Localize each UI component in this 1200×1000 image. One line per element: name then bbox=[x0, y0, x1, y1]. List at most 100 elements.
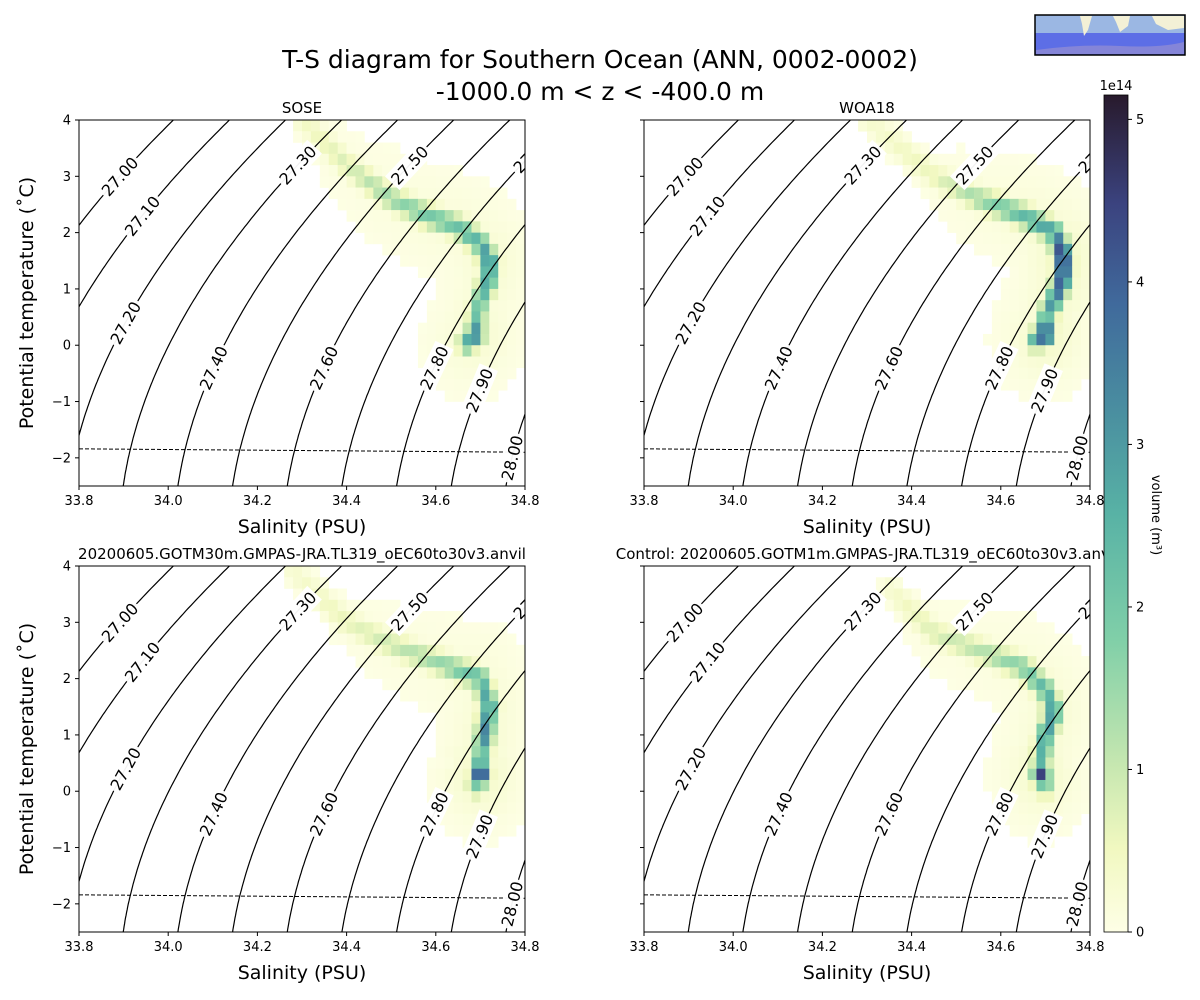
heatmap-cell bbox=[400, 667, 410, 679]
heatmap-cell bbox=[1027, 210, 1037, 222]
heatmap-cell bbox=[1000, 153, 1011, 166]
heatmap-cell bbox=[1063, 644, 1073, 657]
heatmap-cell bbox=[1054, 656, 1064, 668]
heatmap-cell bbox=[355, 142, 365, 155]
heatmap-cell bbox=[417, 221, 428, 233]
heatmap-cell bbox=[480, 644, 490, 657]
heatmap-cell bbox=[1063, 825, 1073, 837]
heatmap-cell bbox=[382, 165, 392, 177]
heatmap-cell bbox=[893, 153, 903, 166]
heatmap-cell bbox=[1081, 333, 1090, 346]
heatmap-cell bbox=[1018, 701, 1028, 713]
heatmap-cell bbox=[1009, 198, 1019, 211]
heatmap-cell bbox=[444, 633, 454, 646]
heatmap-cell bbox=[1045, 689, 1055, 702]
heatmap-cell bbox=[1009, 367, 1019, 380]
heatmap-cell bbox=[902, 599, 912, 612]
heatmap-cell bbox=[1027, 379, 1037, 391]
heatmap-cell bbox=[471, 734, 481, 747]
heatmap-cell bbox=[507, 667, 517, 679]
isopycnal-contour bbox=[395, 223, 525, 486]
heatmap-cell bbox=[1018, 266, 1028, 278]
heatmap-cell bbox=[1045, 221, 1055, 233]
heatmap-cell bbox=[498, 712, 508, 724]
heatmap-cell bbox=[1054, 243, 1064, 256]
colorbar-tick-label: 4 bbox=[1136, 275, 1144, 290]
heatmap-cell bbox=[382, 176, 392, 188]
heatmap-cell bbox=[938, 633, 948, 646]
heatmap-cell bbox=[1081, 656, 1090, 668]
heatmap-cell bbox=[902, 588, 912, 601]
heatmap-cell bbox=[462, 791, 472, 803]
heatmap-cell bbox=[516, 768, 525, 781]
heatmap-cell bbox=[1063, 689, 1073, 702]
heatmap-cell bbox=[1027, 277, 1037, 290]
heatmap-cell bbox=[498, 221, 508, 233]
heatmap-cell bbox=[453, 176, 463, 188]
heatmap-cell bbox=[1036, 746, 1046, 758]
heatmap-cell bbox=[920, 187, 930, 200]
heatmap-cell bbox=[507, 757, 517, 770]
heatmap-cell bbox=[400, 232, 410, 245]
heatmap-cell bbox=[498, 791, 508, 803]
heatmap-cell bbox=[1000, 176, 1011, 188]
x-tick-label: 34.6 bbox=[421, 940, 450, 955]
heatmap-cell bbox=[435, 644, 446, 657]
heatmap-cell bbox=[956, 599, 966, 612]
contour-label-text: 27.00 bbox=[98, 153, 143, 200]
heatmap-cell bbox=[1009, 210, 1019, 222]
heatmap-cell bbox=[462, 622, 472, 634]
heatmap-cell bbox=[435, 678, 446, 691]
heatmap-cell bbox=[355, 611, 365, 623]
heatmap-cell bbox=[1081, 300, 1090, 312]
heatmap-cell bbox=[382, 667, 392, 679]
heatmap-cell bbox=[1018, 176, 1028, 188]
heatmap-cell bbox=[453, 791, 463, 803]
heatmap-cell bbox=[1081, 288, 1090, 301]
heatmap-cell bbox=[489, 712, 499, 724]
heatmap-cell bbox=[480, 322, 490, 335]
heatmap-cell bbox=[920, 599, 930, 612]
heatmap-cell bbox=[1009, 757, 1019, 770]
heatmap-cell bbox=[453, 611, 463, 623]
heatmap-cell bbox=[1027, 633, 1037, 646]
contour-label-text: 28.00 bbox=[498, 433, 528, 482]
heatmap-cell bbox=[911, 142, 921, 155]
heatmap-cell bbox=[507, 345, 517, 357]
contour-label-text: 27.10 bbox=[686, 192, 730, 240]
contour-label: 27.00 bbox=[660, 150, 709, 202]
heatmap-cell bbox=[991, 734, 1002, 747]
heatmap-cell bbox=[1045, 712, 1055, 724]
heatmap-cell bbox=[911, 611, 921, 623]
heatmap-cell bbox=[1063, 723, 1073, 736]
heatmap-cell bbox=[409, 232, 419, 245]
heatmap-cell bbox=[1036, 300, 1046, 312]
heatmap-cell bbox=[355, 165, 365, 177]
heatmap-cell bbox=[489, 701, 499, 713]
heatmap-cell bbox=[382, 198, 392, 211]
heatmap-cell bbox=[346, 599, 356, 612]
heatmap-cell bbox=[346, 611, 356, 623]
heatmap-cell bbox=[293, 566, 303, 578]
contour-label: 27.60 bbox=[869, 786, 909, 841]
contour-label: 28.00 bbox=[496, 431, 528, 485]
contour-label: 28.00 bbox=[1061, 877, 1090, 931]
heatmap-cell bbox=[1036, 165, 1046, 177]
heatmap-cell bbox=[982, 221, 993, 233]
heatmap-cell bbox=[1063, 187, 1073, 200]
heatmap-cell bbox=[498, 701, 508, 713]
heatmap-cell bbox=[507, 746, 517, 758]
heatmap-cell bbox=[310, 131, 321, 143]
heatmap-cell bbox=[489, 390, 499, 402]
heatmap-cell bbox=[1072, 333, 1082, 346]
heatmap-cell bbox=[471, 198, 481, 211]
heatmap-cell bbox=[1063, 288, 1073, 301]
heatmap-cell bbox=[417, 656, 428, 668]
heatmap-cell bbox=[1045, 255, 1055, 267]
heatmap-cell bbox=[471, 746, 481, 758]
heatmap-cell bbox=[1063, 176, 1073, 188]
heatmap-cell bbox=[417, 345, 428, 357]
heatmap-cell bbox=[1009, 779, 1019, 792]
heatmap-cell bbox=[1000, 300, 1011, 312]
